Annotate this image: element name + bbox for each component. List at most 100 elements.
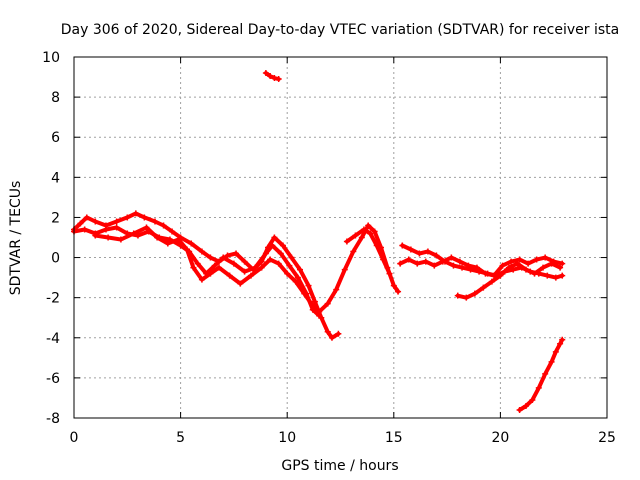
data-point bbox=[247, 272, 254, 279]
x-tick-label: 10 bbox=[278, 430, 296, 446]
data-point bbox=[516, 406, 523, 413]
data-point bbox=[198, 276, 205, 283]
x-tick-label: 25 bbox=[598, 430, 616, 446]
x-tick-label: 0 bbox=[70, 430, 79, 446]
data-point bbox=[422, 258, 429, 265]
data-point bbox=[542, 370, 549, 377]
data-point bbox=[333, 286, 340, 293]
data-point bbox=[207, 270, 214, 277]
data-point bbox=[252, 264, 259, 271]
data-point bbox=[262, 250, 269, 257]
data-point bbox=[407, 246, 414, 253]
data-point bbox=[130, 230, 137, 237]
data-point bbox=[557, 264, 564, 271]
data-point bbox=[92, 232, 99, 239]
data-point bbox=[533, 256, 540, 263]
data-point bbox=[525, 260, 532, 267]
data-point bbox=[233, 250, 240, 257]
data-point bbox=[559, 336, 566, 343]
data-point bbox=[296, 266, 303, 273]
data-point bbox=[367, 230, 374, 237]
y-tick-label: -8 bbox=[46, 411, 60, 427]
data-point bbox=[548, 358, 555, 365]
data-point bbox=[522, 266, 529, 273]
x-axis-label: GPS time / hours bbox=[281, 458, 398, 474]
data-point bbox=[169, 228, 176, 235]
data-point bbox=[267, 256, 274, 263]
data-point bbox=[488, 278, 495, 285]
data-point bbox=[552, 274, 559, 281]
data-point bbox=[514, 260, 521, 267]
data-point bbox=[448, 254, 455, 261]
data-point bbox=[341, 266, 348, 273]
data-point bbox=[480, 284, 487, 291]
data-point bbox=[271, 234, 278, 241]
data-point bbox=[183, 246, 190, 253]
y-tick-label: -2 bbox=[46, 291, 60, 307]
data-point bbox=[471, 290, 478, 297]
data-point bbox=[220, 254, 227, 261]
data-point bbox=[215, 264, 222, 271]
y-tick-label: 0 bbox=[51, 251, 60, 267]
data-point bbox=[559, 260, 566, 267]
data-point bbox=[414, 260, 421, 267]
data-point bbox=[241, 258, 248, 265]
data-point bbox=[456, 258, 463, 265]
data-point bbox=[269, 242, 276, 249]
data-point bbox=[433, 252, 440, 259]
data-point bbox=[113, 224, 120, 231]
data-point bbox=[294, 274, 301, 281]
data-point bbox=[275, 260, 282, 267]
data-point bbox=[380, 256, 387, 263]
data-point bbox=[190, 264, 197, 271]
data-point bbox=[516, 256, 523, 263]
data-point bbox=[335, 330, 342, 337]
chart-title: Day 306 of 2020, Sidereal Day-to-day VTE… bbox=[61, 22, 619, 38]
data-point bbox=[207, 254, 214, 261]
y-tick-label: 2 bbox=[51, 210, 60, 226]
data-point bbox=[194, 260, 201, 267]
data-point bbox=[305, 282, 312, 289]
data-point bbox=[132, 210, 139, 217]
data-point bbox=[105, 234, 112, 241]
series-arc-g bbox=[454, 260, 564, 301]
data-point bbox=[277, 250, 284, 257]
data-point bbox=[292, 278, 299, 285]
data-point bbox=[405, 256, 412, 263]
data-point bbox=[544, 272, 551, 279]
series-arc-d bbox=[343, 226, 393, 277]
data-point bbox=[399, 242, 406, 249]
data-point bbox=[529, 396, 536, 403]
data-point bbox=[499, 262, 506, 269]
data-point bbox=[482, 270, 489, 277]
data-point bbox=[343, 238, 350, 245]
series-arc-b bbox=[71, 224, 323, 319]
data-point bbox=[431, 262, 438, 269]
data-point bbox=[531, 270, 538, 277]
data-point bbox=[557, 340, 564, 347]
data-point bbox=[224, 252, 231, 259]
data-point bbox=[262, 70, 269, 77]
data-point bbox=[463, 294, 470, 301]
data-point bbox=[211, 262, 218, 269]
data-point bbox=[284, 270, 291, 277]
data-point bbox=[241, 268, 248, 275]
data-point bbox=[77, 220, 84, 227]
data-point bbox=[267, 73, 274, 80]
data-point bbox=[450, 262, 457, 269]
data-point bbox=[258, 264, 265, 271]
data-point bbox=[81, 226, 88, 233]
series-arc-f bbox=[397, 254, 566, 279]
data-point bbox=[454, 292, 461, 299]
grid-lines bbox=[74, 57, 607, 418]
data-point bbox=[117, 236, 124, 243]
data-point bbox=[164, 240, 171, 247]
y-axis-label: SDTVAR / TECUs bbox=[8, 181, 24, 296]
data-point bbox=[548, 260, 555, 267]
data-point bbox=[198, 248, 205, 255]
y-tick-label: -6 bbox=[46, 371, 60, 387]
data-point bbox=[390, 282, 397, 289]
data-point bbox=[237, 280, 244, 287]
data-point bbox=[497, 272, 504, 279]
